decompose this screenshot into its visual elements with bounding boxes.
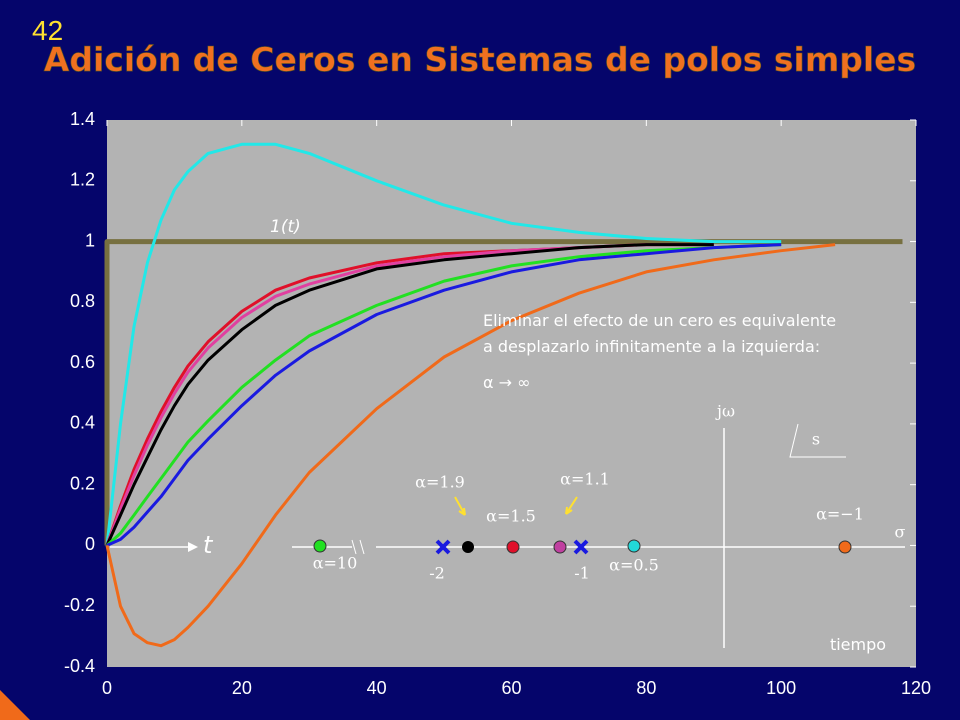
- note-line: a desplazarlo infinitamente a la izquier…: [483, 337, 820, 356]
- note-line: α → ∞: [483, 373, 530, 392]
- imag-axis-label: jω: [715, 402, 735, 421]
- x-tick-label: 20: [232, 678, 252, 698]
- zero-marker: [506, 540, 520, 554]
- zero-label: α=−1: [816, 505, 864, 524]
- page-number: 42: [32, 15, 63, 46]
- plane-label: s: [812, 430, 820, 449]
- axis-break: [351, 539, 365, 555]
- y-tick-label: -0.4: [64, 656, 95, 676]
- x-tick-label: 80: [636, 678, 656, 698]
- t-arrowhead: [188, 542, 198, 552]
- pole-label: -1: [574, 564, 590, 583]
- zero-marker: [627, 539, 641, 553]
- x-tick-label: 60: [501, 678, 521, 698]
- step-label: 1(t): [270, 217, 301, 237]
- x-tick-label: 120: [901, 678, 931, 698]
- pointer-arrow: [565, 496, 578, 515]
- plane-box: [789, 423, 846, 458]
- y-tick-label: 0.6: [70, 352, 95, 372]
- response-line: [106, 243, 782, 547]
- x-tick-label: 0: [102, 678, 112, 698]
- response-line: [105, 243, 836, 648]
- zero-label: α=1.1: [560, 470, 610, 489]
- x-tick-label: 100: [766, 678, 796, 698]
- note-line: Eliminar el efecto de un cero es equival…: [483, 311, 836, 330]
- slide-title: Adición de Ceros en Sistemas de polos si…: [44, 40, 916, 79]
- response-line: [105, 243, 782, 547]
- zero-label: α=1.5: [486, 507, 536, 526]
- x-axis-label: tiempo: [830, 635, 886, 654]
- y-tick-label: 0.4: [70, 413, 95, 433]
- zero-label: α=1.9: [415, 473, 465, 492]
- corner-decoration: [0, 690, 30, 720]
- plot-area: [107, 120, 916, 667]
- y-tick-label: 1.2: [70, 170, 95, 190]
- step-line: [104, 239, 903, 546]
- y-tick-label: 0.8: [70, 291, 95, 311]
- t-label: t: [203, 531, 214, 559]
- y-tick-label: 1: [85, 230, 95, 250]
- y-tick-label: 1.4: [70, 109, 95, 129]
- zero-label: α=10: [313, 554, 358, 573]
- response-line: [105, 243, 714, 546]
- zero-marker: [462, 541, 474, 553]
- pole-marker: [435, 539, 451, 555]
- real-axis-label: σ: [895, 523, 906, 542]
- zero-marker: [838, 540, 852, 554]
- zero-marker: [553, 540, 567, 554]
- response-line: [105, 142, 782, 546]
- y-tick-label: -0.2: [64, 595, 95, 615]
- response-line: [105, 243, 714, 547]
- y-tick-label: 0.2: [70, 473, 95, 493]
- y-tick-label: 0: [85, 534, 95, 554]
- zero-marker: [313, 539, 327, 553]
- pole-marker: [573, 539, 589, 555]
- pole-label: -2: [429, 564, 445, 583]
- x-tick-label: 40: [367, 678, 387, 698]
- zero-label: α=0.5: [609, 556, 659, 575]
- pointer-arrow: [454, 496, 466, 516]
